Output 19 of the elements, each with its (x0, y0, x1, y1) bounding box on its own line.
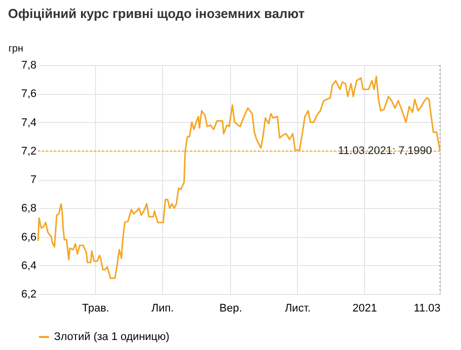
chart-title: Офіційний курс гривні щодо іноземних валют (8, 6, 305, 21)
y-tick-label: 7,6 (21, 88, 36, 100)
ref-line-label: 11.03.2021: 7,1990 (338, 145, 432, 158)
y-tick-label: 7,2 (21, 145, 36, 158)
x-tick-label: Вер. (219, 302, 242, 314)
y-tick-label: 6,2 (21, 288, 36, 300)
y-tick-label: 7,8 (21, 60, 36, 72)
y-tick-label: 6,4 (21, 260, 36, 272)
y-axis-title: грн (8, 44, 24, 54)
x-tick-label: 2021 (352, 302, 377, 314)
x-tick-label: Лип. (151, 302, 174, 314)
legend-label: Злотий (за 1 одиницю) (54, 331, 170, 343)
x-tick-label: 11.03 (414, 302, 440, 314)
y-tick-label: 7 (30, 174, 36, 186)
x-tick-label: Трав. (82, 302, 110, 314)
y-tick-label: 6,6 (21, 231, 36, 244)
x-tick-label: Лист. (284, 302, 311, 314)
y-tick-label: 7,4 (21, 116, 36, 129)
y-tick-label: 6,8 (21, 202, 36, 215)
